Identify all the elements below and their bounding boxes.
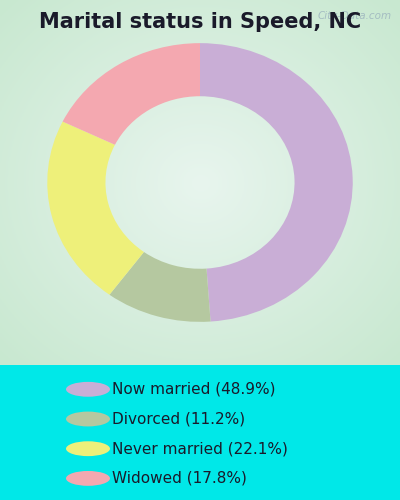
Text: City-Data.com: City-Data.com (318, 11, 392, 21)
Wedge shape (200, 43, 353, 322)
Text: Now married (48.9%): Now married (48.9%) (112, 382, 276, 397)
Text: Marital status in Speed, NC: Marital status in Speed, NC (39, 12, 361, 32)
Circle shape (66, 382, 110, 396)
Text: Never married (22.1%): Never married (22.1%) (112, 441, 288, 456)
Wedge shape (47, 122, 144, 294)
Wedge shape (110, 252, 210, 322)
Text: Divorced (11.2%): Divorced (11.2%) (112, 412, 245, 426)
Circle shape (66, 471, 110, 486)
Circle shape (66, 412, 110, 426)
Text: Widowed (17.8%): Widowed (17.8%) (112, 471, 247, 486)
Circle shape (66, 442, 110, 456)
Wedge shape (63, 43, 200, 145)
